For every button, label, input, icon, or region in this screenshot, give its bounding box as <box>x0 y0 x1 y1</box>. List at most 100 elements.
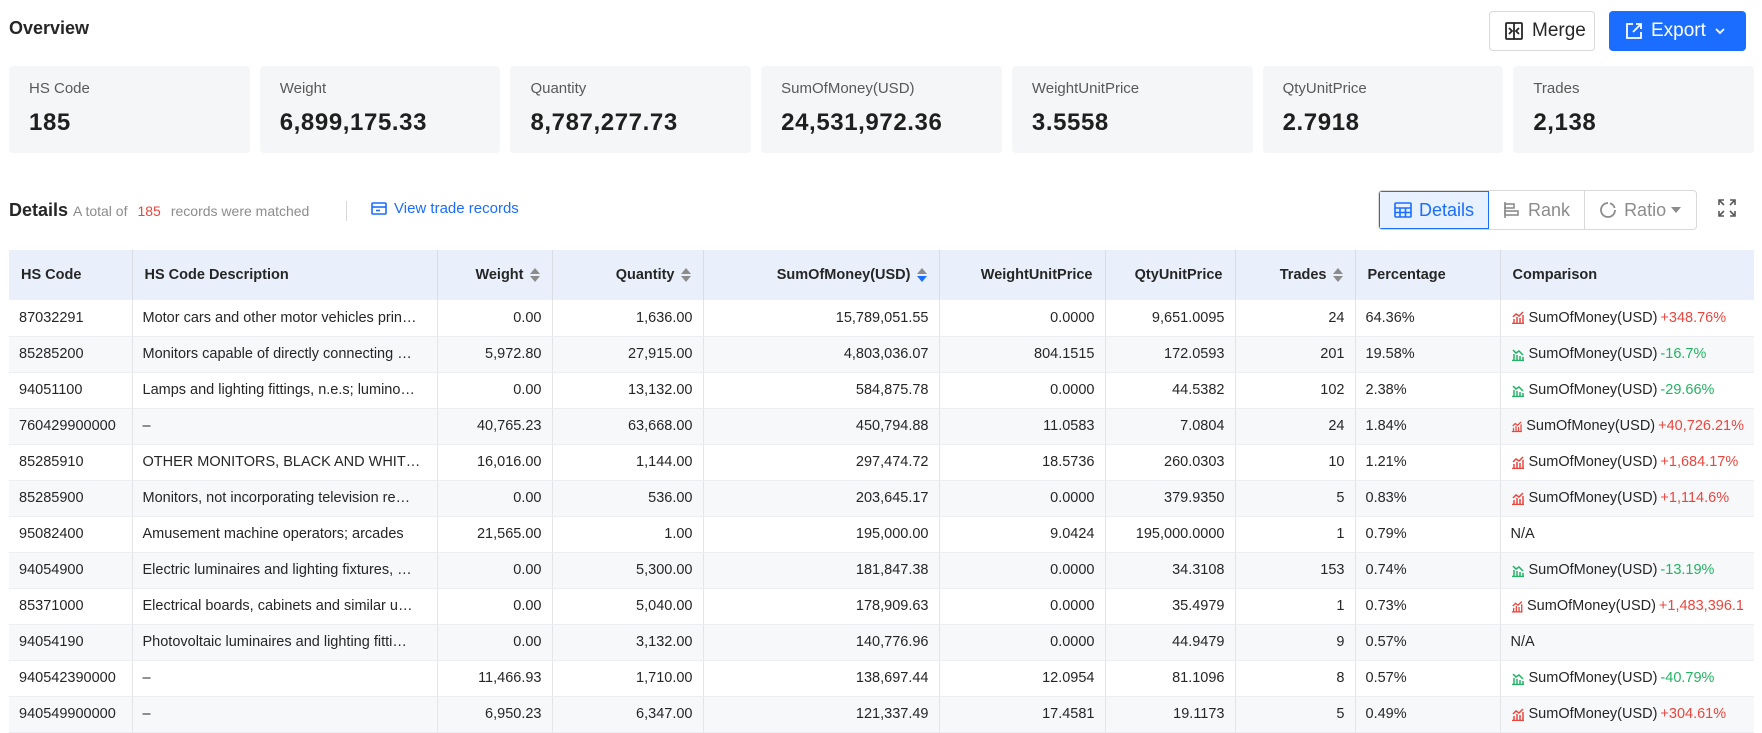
cell-percentage: 64.36% <box>1355 300 1501 337</box>
trend-up-chart-icon <box>1511 707 1524 721</box>
cell-weight-unit-price: 0.0000 <box>939 372 1106 409</box>
cell-weight: 5,972.80 <box>437 336 553 373</box>
table-row[interactable]: 85371000 Electrical boards, cabinets and … <box>9 588 1754 625</box>
view-ratio-button[interactable]: Ratio <box>1585 191 1697 229</box>
cell-qty-unit-price: 260.0303 <box>1105 444 1236 481</box>
cell-quantity: 536.00 <box>552 480 704 517</box>
table-row[interactable]: 940542390000–11,466.93 1,710.00 138,697.44… <box>9 660 1754 697</box>
cell-hs-code[interactable]: 87032291 <box>9 300 133 337</box>
trend-down-chart-icon <box>1511 564 1524 577</box>
fullscreen-icon[interactable] <box>1717 198 1737 218</box>
cell-hs-code[interactable]: 760429900000 <box>9 408 133 445</box>
cell-weight-unit-price: 0.0000 <box>939 588 1106 625</box>
cell-weight-unit-price: 0.0000 <box>939 552 1106 589</box>
comparison-metric: SumOfMoney(USD) <box>1528 490 1658 506</box>
cell-weight: 0.00 <box>437 588 553 625</box>
export-button[interactable]: Export <box>1609 11 1746 51</box>
table-row[interactable]: 760429900000–40,765.23 63,668.00 450,794.8… <box>9 408 1754 445</box>
cell-trades: 5 <box>1235 480 1356 517</box>
col-header-hs-description: HS Code Description <box>132 250 438 300</box>
col-header-sum-of-money[interactable]: SumOfMoney(USD) <box>703 250 940 300</box>
table-row[interactable]: 85285910 OTHER MONITORS, BLACK AND WHITE … <box>9 444 1754 481</box>
cell-hs-code[interactable]: 95082400 <box>9 516 133 553</box>
cell-hs-description: – <box>132 660 438 697</box>
cell-weight-unit-price: 9.0424 <box>939 516 1106 553</box>
cell-hs-code[interactable]: 94054900 <box>9 552 133 589</box>
cell-sum-of-money: 450,794.88 <box>703 408 940 445</box>
cell-weight: 21,565.00 <box>437 516 553 553</box>
table-row[interactable]: 94054190 Photovoltaic luminaires and ligh… <box>9 624 1754 661</box>
table-row[interactable]: 94054900 Electric luminaires and lighting… <box>9 552 1754 589</box>
cell-sum-of-money: 195,000.00 <box>703 516 940 553</box>
cell-trades: 8 <box>1235 660 1356 697</box>
card-label: Trades <box>1533 80 1580 97</box>
cell-hs-code[interactable]: 85371000 <box>9 588 133 625</box>
comparison-metric: SumOfMoney(USD) <box>1526 418 1656 434</box>
comparison-change: +348.76% <box>1660 309 1727 326</box>
sort-icon[interactable] <box>1332 268 1343 283</box>
col-header-quantity[interactable]: Quantity <box>552 250 704 300</box>
cell-trades: 153 <box>1235 552 1356 589</box>
cell-hs-description: Motor cars and other motor vehicles prin… <box>132 300 438 337</box>
cell-qty-unit-price: 44.9479 <box>1105 624 1236 661</box>
sort-icon[interactable] <box>680 268 691 283</box>
cell-percentage: 1.21% <box>1355 444 1501 481</box>
cell-hs-code[interactable]: 85285900 <box>9 480 133 517</box>
card-value: 6,899,175.33 <box>279 109 428 136</box>
cell-comparison: SumOfMoney(USD) -40.79% <box>1500 660 1754 697</box>
table-row[interactable]: 87032291 Motor cars and other motor vehic… <box>9 300 1754 337</box>
cell-comparison: SumOfMoney(USD) +1,114.6% <box>1500 480 1754 517</box>
cell-comparison: N/A <box>1500 624 1754 661</box>
view-details-button[interactable]: Details <box>1379 191 1490 229</box>
col-header-qty-unit-price: QtyUnitPrice <box>1105 250 1236 300</box>
comparison-metric: SumOfMoney(USD) <box>1528 309 1658 326</box>
cell-hs-code[interactable]: 940542390000 <box>9 660 133 697</box>
col-header-label: HS Code Description <box>144 267 289 283</box>
cell-comparison: SumOfMoney(USD) +348.76% <box>1500 300 1754 337</box>
cell-weight-unit-price: 0.0000 <box>939 480 1106 517</box>
sort-icon[interactable] <box>529 268 540 283</box>
view-rank-button[interactable]: Rank <box>1489 191 1586 229</box>
table-row[interactable]: 940549900000–6,950.23 6,347.00 121,337.49 1… <box>9 696 1754 733</box>
table-header-row: HS Code HS Code Description Weight Quant… <box>9 250 1754 300</box>
table-row[interactable]: 85285900 Monitors, not incorporating tele… <box>9 480 1754 517</box>
cell-hs-description: – <box>132 408 438 445</box>
view-trade-records-link[interactable]: View trade records <box>371 200 519 217</box>
cell-quantity: 6,347.00 <box>552 696 704 733</box>
cell-sum-of-money: 138,697.44 <box>703 660 940 697</box>
cell-qty-unit-price: 195,000.0000 <box>1105 516 1236 553</box>
merge-button[interactable]: Merge <box>1489 11 1595 51</box>
cell-sum-of-money: 140,776.96 <box>703 624 940 661</box>
sort-desc-active-icon[interactable] <box>916 268 927 283</box>
cell-sum-of-money: 178,909.63 <box>703 588 940 625</box>
comparison-na: N/A <box>1510 526 1535 542</box>
cell-comparison: SumOfMoney(USD) -13.19% <box>1500 552 1754 589</box>
card-value: 2.7918 <box>1282 109 1360 136</box>
cell-quantity: 63,668.00 <box>552 408 704 445</box>
table-row[interactable]: 85285200 Monitors capable of directly con… <box>9 336 1754 373</box>
cell-percentage: 0.73% <box>1355 588 1501 625</box>
export-icon <box>1626 23 1642 39</box>
cell-qty-unit-price: 172.0593 <box>1105 336 1236 373</box>
cell-weight-unit-price: 804.1515 <box>939 336 1106 373</box>
cell-hs-code[interactable]: 940549900000 <box>9 696 133 733</box>
cell-qty-unit-price: 35.4979 <box>1105 588 1236 625</box>
col-header-weight[interactable]: Weight <box>437 250 553 300</box>
cell-hs-code[interactable]: 94051100 <box>9 372 133 409</box>
cell-hs-description: Electrical boards, cabinets and similar … <box>132 588 438 625</box>
table-row[interactable]: 95082400 Amusement machine operators; arc… <box>9 516 1754 553</box>
col-header-trades[interactable]: Trades <box>1235 250 1356 300</box>
cell-quantity: 1,710.00 <box>552 660 704 697</box>
cell-hs-code[interactable]: 85285200 <box>9 336 133 373</box>
cell-percentage: 0.49% <box>1355 696 1501 733</box>
table-row[interactable]: 94051100 Lamps and lighting fittings, n.e… <box>9 372 1754 409</box>
cell-weight: 0.00 <box>437 624 553 661</box>
cell-hs-code[interactable]: 85285910 <box>9 444 133 481</box>
cell-qty-unit-price: 9,651.0095 <box>1105 300 1236 337</box>
cell-quantity: 27,915.00 <box>552 336 704 373</box>
cell-hs-code[interactable]: 94054190 <box>9 624 133 661</box>
cell-quantity: 1,144.00 <box>552 444 704 481</box>
cell-trades: 24 <box>1235 408 1356 445</box>
table-icon <box>1394 202 1412 218</box>
cell-hs-description: OTHER MONITORS, BLACK AND WHITE … <box>132 444 438 481</box>
